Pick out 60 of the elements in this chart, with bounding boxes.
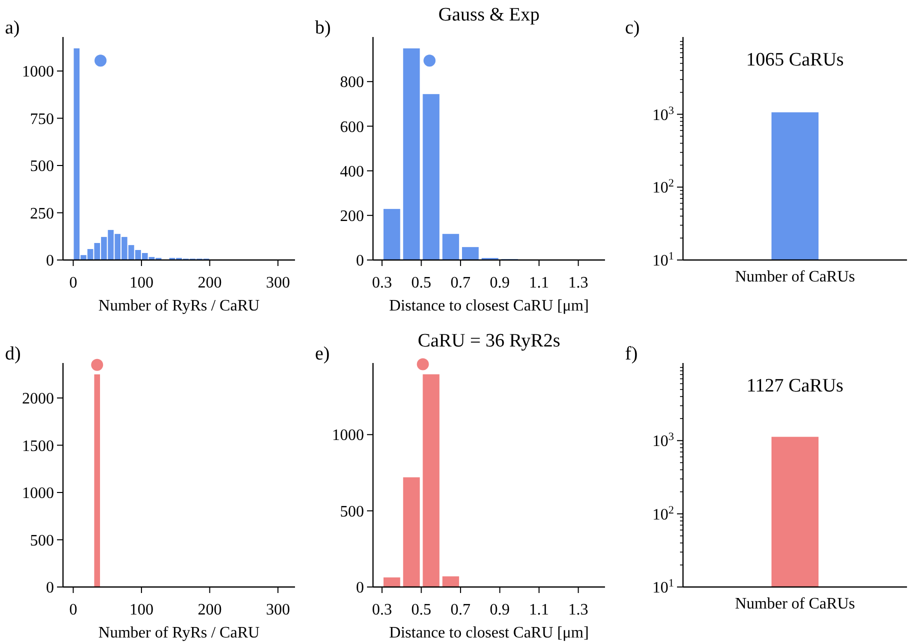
x-axis-title: Distance to closest CaRU [μm] bbox=[389, 298, 589, 315]
x-axis-title: Distance to closest CaRU [μm] bbox=[389, 624, 589, 642]
x-tick-label: 0.3 bbox=[372, 602, 392, 619]
y-tick-label: 500 bbox=[30, 532, 54, 550]
x-tick-label: 0.7 bbox=[450, 602, 471, 619]
x-tick-label: 1.3 bbox=[568, 274, 588, 292]
y-tick-label: 400 bbox=[340, 163, 364, 180]
x-tick-label: 1.1 bbox=[529, 602, 550, 619]
x-tick-label: 300 bbox=[266, 274, 290, 292]
y-tick-label: 500 bbox=[30, 158, 54, 176]
x-tick-label: Number of CaRUs bbox=[735, 268, 855, 286]
x-tick-label: 100 bbox=[129, 602, 154, 619]
x-tick-label: 0.9 bbox=[490, 602, 510, 619]
y-tick-label: 1000 bbox=[332, 427, 364, 444]
y-tick-label: 0 bbox=[356, 580, 364, 597]
x-tick-label: 0.5 bbox=[411, 274, 432, 292]
x-tick-label: 0 bbox=[69, 274, 78, 292]
text: f) bbox=[625, 344, 638, 365]
annotation: 1065 CaRUs bbox=[746, 50, 844, 71]
x-tick-label: 0.9 bbox=[490, 274, 510, 292]
text: b) bbox=[315, 18, 331, 39]
chart-title: Gauss & Exp bbox=[438, 4, 540, 26]
y-tick-label: 200 bbox=[340, 208, 364, 225]
text: c) bbox=[625, 18, 640, 39]
x-axis-title: Number of RyRs / CaRU bbox=[98, 298, 260, 315]
text: e) bbox=[315, 344, 330, 365]
y-tick-label: 0 bbox=[356, 252, 364, 270]
x-tick-label: 0.3 bbox=[372, 274, 392, 292]
y-tick-label: 10$^{3}$ bbox=[652, 104, 674, 124]
y-tick-label: 1500 bbox=[22, 438, 54, 455]
y-tick-label: 10$^{1}$ bbox=[652, 578, 674, 597]
y-tick-label: 10$^{3}$ bbox=[652, 431, 674, 450]
x-tick-label: 1.1 bbox=[529, 274, 550, 292]
y-tick-label: 750 bbox=[30, 110, 54, 128]
y-tick-label: 10$^{2}$ bbox=[652, 178, 674, 197]
y-tick-label: 250 bbox=[30, 205, 54, 222]
chart-title: CaRU = 36 RyR2s bbox=[418, 330, 560, 352]
y-tick-label: 0 bbox=[46, 252, 54, 270]
y-tick-label: 0 bbox=[46, 580, 54, 597]
y-tick-label: 10$^{2}$ bbox=[652, 504, 674, 524]
x-tick-label: 100 bbox=[129, 274, 154, 292]
annotation: 1127 CaRUs bbox=[746, 376, 844, 397]
x-tick-label: 1.3 bbox=[568, 602, 588, 619]
x-tick-label: 200 bbox=[198, 602, 222, 619]
y-tick-label: 2000 bbox=[22, 390, 54, 408]
y-tick-label: 500 bbox=[340, 503, 364, 520]
y-tick-label: 10$^{1}$ bbox=[652, 250, 674, 270]
x-tick-label: 0.7 bbox=[450, 274, 471, 292]
x-tick-label: 300 bbox=[266, 602, 290, 619]
y-tick-label: 600 bbox=[340, 118, 364, 136]
x-tick-label: 200 bbox=[198, 274, 222, 292]
y-tick-label: 800 bbox=[340, 74, 364, 92]
x-tick-label: Number of CaRUs bbox=[735, 596, 855, 613]
x-axis-title: Number of RyRs / CaRU bbox=[98, 624, 260, 642]
text: d) bbox=[5, 344, 21, 365]
y-tick-label: 1000 bbox=[22, 485, 54, 502]
x-tick-label: 0.5 bbox=[411, 602, 432, 619]
y-tick-label: 1000 bbox=[22, 64, 54, 81]
text: a) bbox=[5, 18, 20, 39]
x-tick-label: 0 bbox=[69, 602, 78, 619]
